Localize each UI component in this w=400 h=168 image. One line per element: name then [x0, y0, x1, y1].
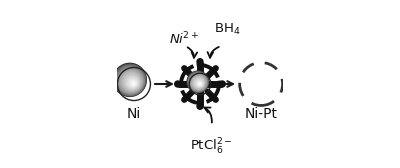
- Circle shape: [197, 59, 203, 65]
- Circle shape: [219, 81, 225, 87]
- Circle shape: [115, 65, 146, 96]
- Circle shape: [193, 77, 204, 89]
- Circle shape: [125, 75, 139, 89]
- Circle shape: [188, 72, 208, 92]
- Circle shape: [115, 66, 145, 95]
- Circle shape: [120, 70, 142, 92]
- Circle shape: [187, 71, 208, 93]
- Circle shape: [192, 76, 206, 89]
- Circle shape: [175, 81, 181, 87]
- Circle shape: [116, 66, 144, 95]
- Circle shape: [197, 103, 203, 109]
- Circle shape: [128, 78, 137, 87]
- Circle shape: [121, 71, 142, 92]
- Circle shape: [199, 83, 201, 85]
- Circle shape: [197, 81, 202, 86]
- Circle shape: [190, 74, 207, 91]
- Circle shape: [130, 80, 136, 87]
- Circle shape: [124, 74, 140, 90]
- Circle shape: [125, 75, 140, 90]
- Circle shape: [132, 82, 135, 85]
- Circle shape: [192, 77, 205, 89]
- Circle shape: [198, 82, 201, 85]
- Circle shape: [122, 72, 141, 91]
- Circle shape: [127, 77, 138, 88]
- Circle shape: [195, 79, 203, 87]
- Circle shape: [188, 72, 208, 92]
- Circle shape: [123, 73, 140, 90]
- Circle shape: [132, 83, 135, 85]
- Circle shape: [118, 68, 144, 94]
- Circle shape: [122, 73, 141, 91]
- Text: Ni$^{2+}$: Ni$^{2+}$: [169, 30, 199, 47]
- Text: Ni-Pt: Ni-Pt: [245, 107, 278, 121]
- Circle shape: [199, 83, 200, 85]
- Circle shape: [191, 75, 206, 90]
- Circle shape: [117, 67, 144, 94]
- Circle shape: [129, 79, 137, 87]
- Circle shape: [194, 78, 204, 88]
- Text: PtCl$_6^{2-}$: PtCl$_6^{2-}$: [190, 137, 233, 157]
- Circle shape: [119, 69, 143, 93]
- Circle shape: [196, 80, 203, 87]
- Circle shape: [120, 70, 142, 93]
- Circle shape: [113, 63, 146, 96]
- Circle shape: [194, 79, 204, 88]
- Circle shape: [130, 80, 136, 86]
- Text: Ni: Ni: [127, 107, 141, 121]
- Circle shape: [189, 73, 207, 91]
- Circle shape: [118, 68, 143, 93]
- Circle shape: [190, 74, 206, 90]
- Circle shape: [128, 78, 138, 88]
- Circle shape: [114, 64, 146, 96]
- Circle shape: [133, 83, 134, 85]
- Circle shape: [197, 81, 202, 86]
- Circle shape: [126, 76, 139, 89]
- Circle shape: [131, 81, 136, 86]
- Text: BH$_4$: BH$_4$: [214, 22, 240, 37]
